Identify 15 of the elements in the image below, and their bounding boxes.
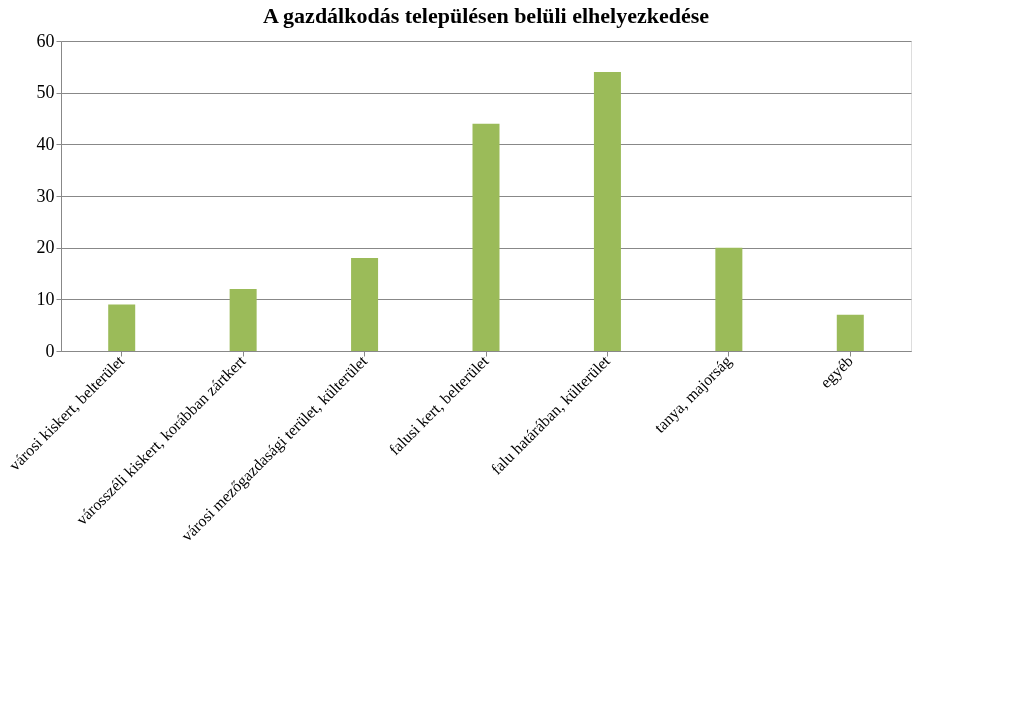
bar	[108, 304, 136, 351]
bar	[593, 72, 621, 351]
y-tick-label: 10	[36, 288, 55, 309]
y-tick-label: 20	[36, 237, 55, 258]
y-tick-label: 0	[45, 340, 55, 361]
bar	[351, 258, 379, 351]
y-tick-label: 40	[36, 133, 55, 154]
bar	[836, 314, 864, 351]
bar	[229, 289, 257, 351]
bar	[472, 123, 500, 351]
bar	[715, 247, 743, 351]
chart-title: A gazdálkodás településen belüli elhelyezkedése	[262, 3, 710, 28]
y-tick-label: 30	[36, 185, 55, 206]
y-tick-label: 50	[36, 82, 55, 103]
y-tick-label: 60	[36, 30, 55, 51]
